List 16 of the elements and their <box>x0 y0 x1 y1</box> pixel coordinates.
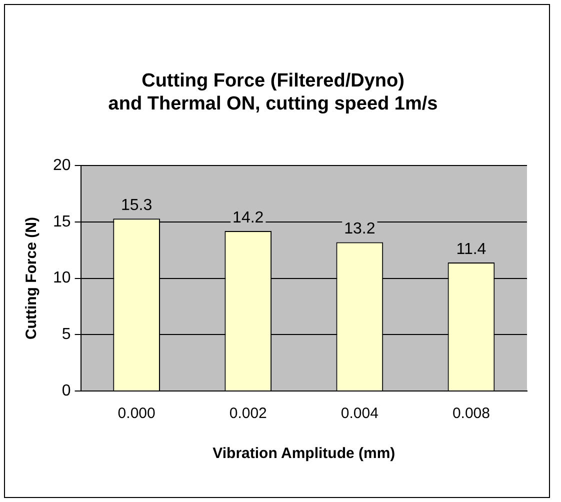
y-tick-label: 0 <box>62 382 71 400</box>
y-tick-label: 5 <box>62 326 71 344</box>
y-tick-label: 20 <box>53 157 71 174</box>
y-tick-label: 10 <box>53 270 71 287</box>
y-tick-label: 15 <box>53 213 71 230</box>
x-tick-label: 0.008 <box>452 405 490 422</box>
chart-title: Cutting Force (Filtered/Dyno) and Thermal ON, cutting speed 1m/s <box>108 70 438 114</box>
data-label: 14.2 <box>232 209 264 226</box>
data-label: 13.2 <box>344 220 376 238</box>
data-label: 15.3 <box>121 196 152 214</box>
x-tick-label: 0.002 <box>229 405 267 422</box>
data-label: 11.4 <box>456 240 486 258</box>
x-tick-label: 0.000 <box>118 405 156 422</box>
x-tick-label: 0.004 <box>340 405 378 422</box>
y-axis-title: Cutting Force (N) <box>23 217 40 340</box>
x-axis-title: Vibration Amplitude (mm) <box>212 445 396 462</box>
